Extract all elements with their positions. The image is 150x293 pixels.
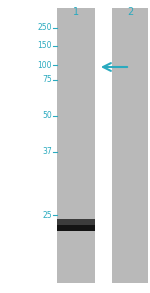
Text: 75: 75 [42, 76, 52, 84]
Text: 100: 100 [38, 60, 52, 69]
Text: 250: 250 [38, 23, 52, 33]
Text: 150: 150 [38, 42, 52, 50]
Text: 37: 37 [42, 147, 52, 156]
Text: 25: 25 [42, 210, 52, 219]
Text: 1: 1 [73, 7, 79, 17]
Text: 2: 2 [127, 7, 133, 17]
Text: 50: 50 [42, 112, 52, 120]
